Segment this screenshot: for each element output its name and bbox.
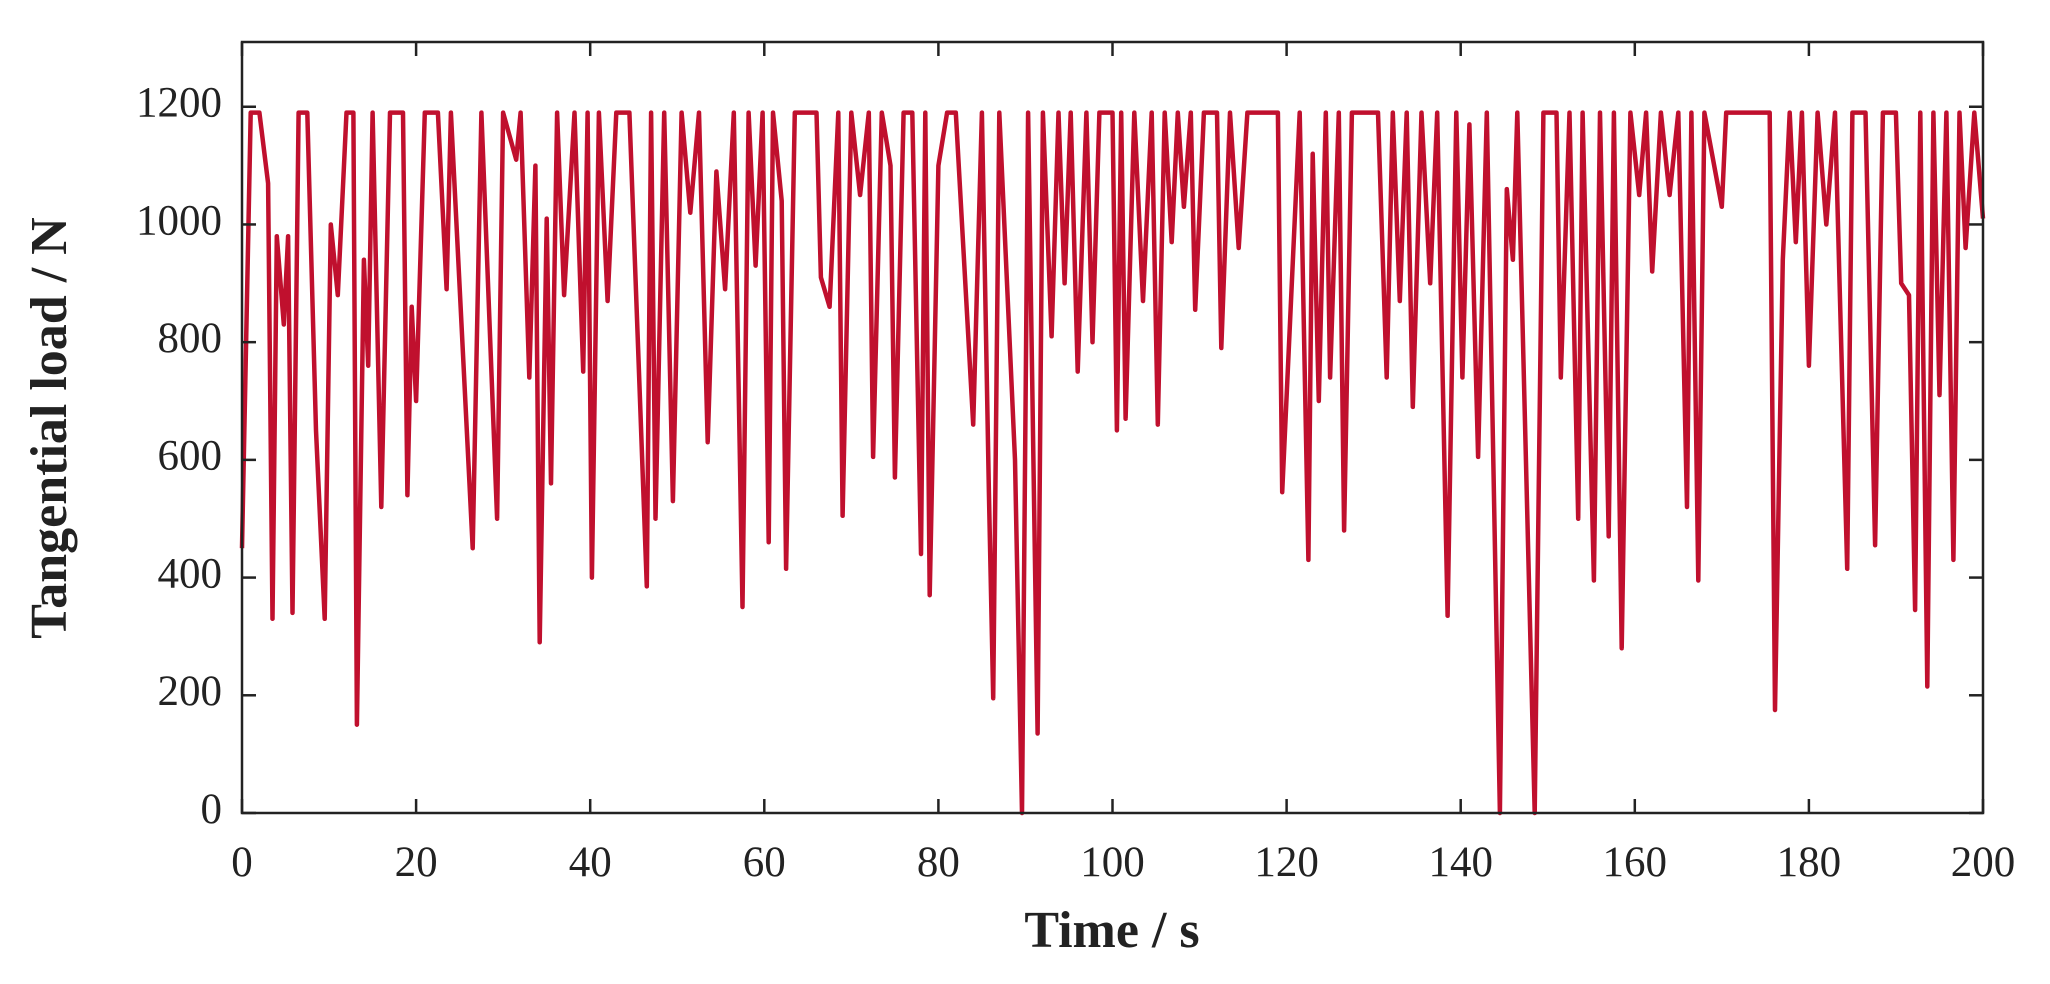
x-tick-label: 40: [569, 839, 612, 886]
y-tick-label: 1000: [136, 197, 222, 244]
x-tick-label: 100: [1080, 839, 1145, 886]
y-tick-label: 1200: [136, 80, 222, 127]
y-axis-label: Tangential load / N: [21, 217, 78, 638]
y-tick-label: 800: [158, 315, 223, 362]
y-tick-label: 0: [201, 786, 223, 833]
x-tick-label: 160: [1603, 839, 1668, 886]
x-axis-label: Time / s: [1024, 902, 1199, 959]
x-tick-label: 80: [917, 839, 960, 886]
x-tick-label: 120: [1254, 839, 1319, 886]
x-tick-label: 140: [1428, 839, 1493, 886]
x-tick-label: 60: [743, 839, 786, 886]
y-tick-label: 600: [158, 433, 223, 480]
x-tick-label: 200: [1951, 839, 2016, 886]
x-tick-label: 0: [231, 839, 253, 886]
y-tick-label: 200: [158, 668, 223, 715]
data-line: [239, 110, 1986, 816]
y-tick-label: 400: [158, 550, 223, 597]
x-tick-label: 20: [395, 839, 438, 886]
x-tick-label: 180: [1777, 839, 1842, 886]
